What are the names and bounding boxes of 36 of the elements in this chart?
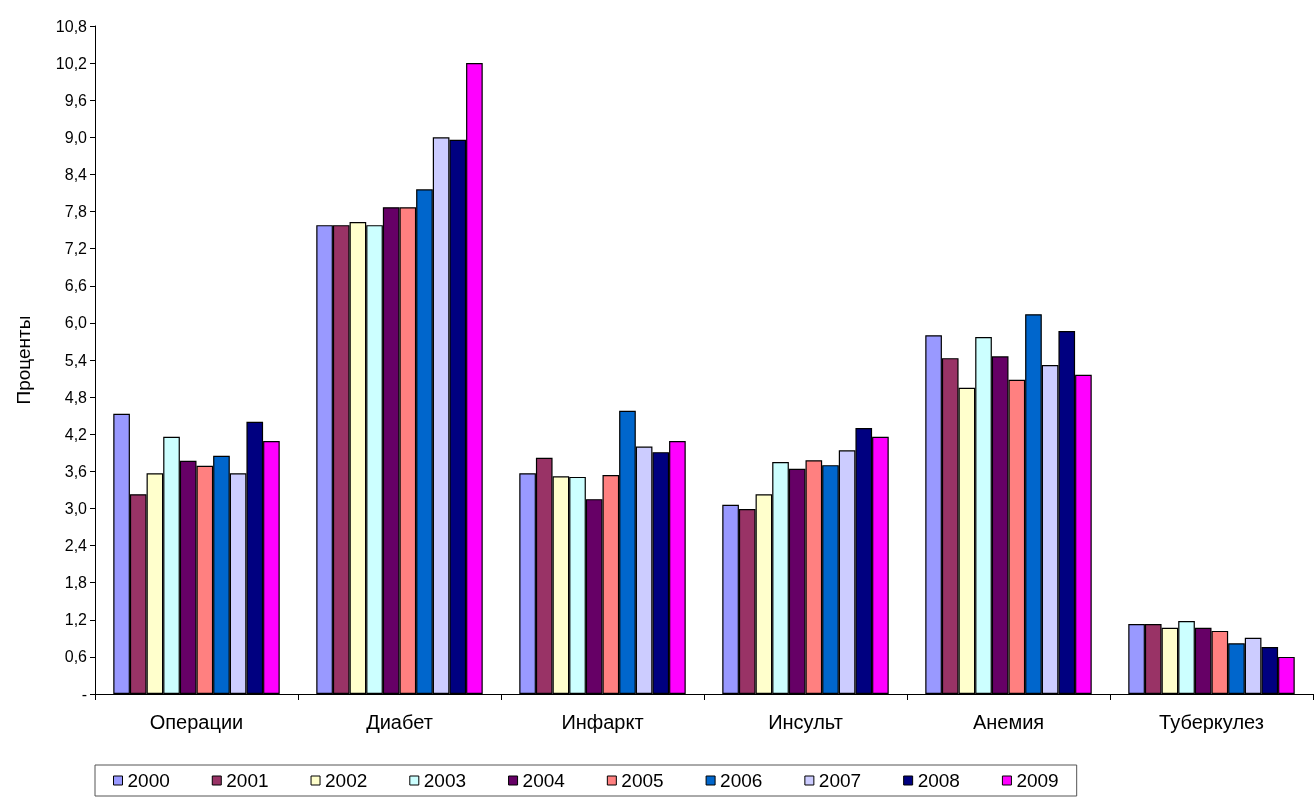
x-tick-label: Анемия	[972, 711, 1045, 733]
x-tick-label: Диабет	[366, 711, 433, 733]
legend-label: 2006	[720, 770, 763, 791]
y-tick-label: -	[81, 685, 87, 703]
x-tick-label: Операции	[149, 711, 244, 733]
y-tick-label: 3,6	[64, 462, 88, 480]
y-tick-label: 5,4	[64, 351, 88, 369]
legend-label: 2004	[522, 770, 566, 791]
y-tick-label: 10,8	[55, 17, 88, 35]
legend-label: 2008	[917, 770, 960, 791]
y-tick-label: 0,6	[64, 648, 88, 666]
y-tick-label: 4,2	[64, 425, 88, 443]
y-tick-label: 7,2	[64, 240, 88, 258]
y-tick-label: 6,0	[64, 314, 88, 332]
y-tick-label: 7,8	[64, 203, 88, 221]
legend-label: 2005	[621, 770, 664, 791]
x-tick-label: Инсульт	[768, 711, 843, 733]
y-tick-label: 3,0	[64, 499, 88, 517]
y-tick-label: 1,2	[64, 611, 88, 629]
y-tick-label: 1,8	[64, 574, 88, 592]
y-tick-label: 9,6	[64, 91, 88, 109]
x-tick-label: Инфаркт	[561, 711, 644, 733]
y-tick-label: 10,2	[55, 54, 88, 72]
x-tick-label: Туберкулез	[1159, 711, 1264, 733]
y-tick-label: 8,4	[64, 165, 88, 183]
legend-label: 2007	[818, 770, 862, 791]
y-tick-label: 9,0	[64, 128, 88, 146]
legend-label: 2000	[127, 770, 170, 791]
legend-label: 2003	[423, 770, 467, 791]
y-tick-label: 6,6	[64, 277, 88, 295]
legend-label: 2009	[1016, 770, 1059, 791]
y-tick-label: 4,8	[64, 388, 88, 406]
legend-label: 2001	[226, 770, 269, 791]
legend-label: 2002	[325, 770, 368, 791]
y-axis-title: Проценты	[13, 315, 34, 405]
y-tick-label: 2,4	[64, 537, 88, 555]
